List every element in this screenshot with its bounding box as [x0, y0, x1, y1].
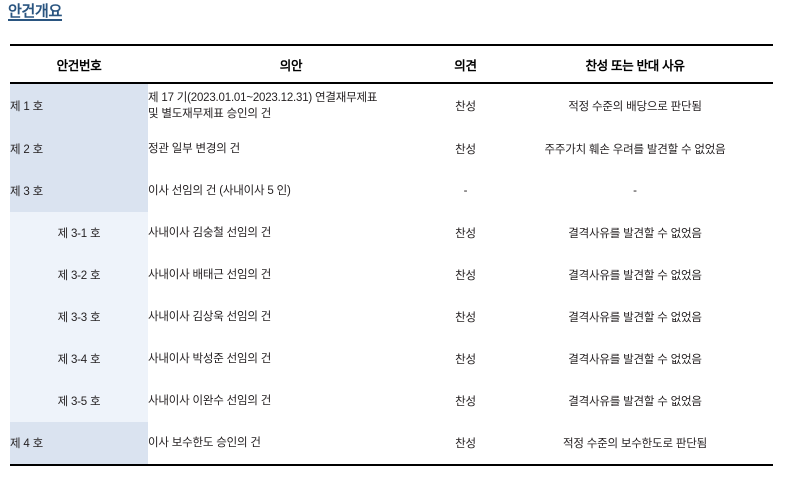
cell-reason: 결격사유를 발견할 수 없었음 [497, 254, 773, 296]
cell-agenda-number: 제 1 호 [10, 83, 148, 128]
table-row: 제 3-5 호 사내이사 이완수 선임의 건 찬성 결격사유를 발견할 수 없었음 [10, 380, 773, 422]
cell-agenda-number: 제 3-4 호 [10, 338, 148, 380]
cell-agenda-number: 제 3-5 호 [10, 380, 148, 422]
cell-reason: 결격사유를 발견할 수 없었음 [497, 380, 773, 422]
cell-reason: 결격사유를 발견할 수 없었음 [497, 212, 773, 254]
table-header: 안건번호 의안 의견 찬성 또는 반대 사유 [10, 44, 773, 84]
cell-agenda-number: 제 4 호 [10, 422, 148, 466]
cell-item-line-2: 및 별도재무제표 승인의 건 [148, 108, 272, 120]
cell-item: 이사 선임의 건 (사내이사 5 인) [148, 170, 434, 212]
cell-opinion: 찬성 [434, 422, 497, 466]
cell-item: 이사 보수한도 승인의 건 [148, 422, 434, 466]
table-row: 제 4 호 이사 보수한도 승인의 건 찬성 적정 수준의 보수한도로 판단됨 [10, 422, 773, 466]
cell-item-line-1: 제 17 기(2023.01.01~2023.12.31) 연결재무제표 [148, 92, 378, 104]
column-header-opinion: 의견 [434, 44, 497, 84]
cell-item: 정관 일부 변경의 건 [148, 128, 434, 170]
cell-opinion: 찬성 [434, 128, 497, 170]
cell-opinion: 찬성 [434, 338, 497, 380]
cell-opinion: 찬성 [434, 83, 497, 128]
cell-agenda-number: 제 3-3 호 [10, 296, 148, 338]
cell-opinion: - [434, 170, 497, 212]
cell-opinion: 찬성 [434, 254, 497, 296]
cell-item: 사내이사 배태근 선임의 건 [148, 254, 434, 296]
cell-agenda-number: 제 3-2 호 [10, 254, 148, 296]
cell-reason: 적정 수준의 배당으로 판단됨 [497, 83, 773, 128]
cell-agenda-number: 제 3-1 호 [10, 212, 148, 254]
table-row: 제 3-2 호 사내이사 배태근 선임의 건 찬성 결격사유를 발견할 수 없었음 [10, 254, 773, 296]
cell-item: 사내이사 이완수 선임의 건 [148, 380, 434, 422]
column-header-item: 의안 [148, 44, 434, 84]
cell-agenda-number: 제 2 호 [10, 128, 148, 170]
column-header-agenda-number: 안건번호 [10, 44, 148, 84]
table-row: 제 3 호 이사 선임의 건 (사내이사 5 인) - - [10, 170, 773, 212]
table-row: 제 3-4 호 사내이사 박성준 선임의 건 찬성 결격사유를 발견할 수 없었음 [10, 338, 773, 380]
cell-reason: 결격사유를 발견할 수 없었음 [497, 296, 773, 338]
cell-opinion: 찬성 [434, 380, 497, 422]
cell-reason: - [497, 170, 773, 212]
table-row: 제 2 호 정관 일부 변경의 건 찬성 주주가치 훼손 우려를 발견할 수 없었음 [10, 128, 773, 170]
cell-item: 사내이사 박성준 선임의 건 [148, 338, 434, 380]
cell-reason: 결격사유를 발견할 수 없었음 [497, 338, 773, 380]
cell-reason: 주주가치 훼손 우려를 발견할 수 없었음 [497, 128, 773, 170]
cell-item: 사내이사 김상욱 선임의 건 [148, 296, 434, 338]
table-header-row: 안건번호 의안 의견 찬성 또는 반대 사유 [10, 44, 773, 84]
table-row: 제 3-3 호 사내이사 김상욱 선임의 건 찬성 결격사유를 발견할 수 없었음 [10, 296, 773, 338]
cell-item: 사내이사 김숭철 선임의 건 [148, 212, 434, 254]
cell-reason: 적정 수준의 보수한도로 판단됨 [497, 422, 773, 466]
cell-opinion: 찬성 [434, 212, 497, 254]
cell-opinion: 찬성 [434, 296, 497, 338]
column-header-reason: 찬성 또는 반대 사유 [497, 44, 773, 84]
cell-agenda-number: 제 3 호 [10, 170, 148, 212]
table-row: 제 3-1 호 사내이사 김숭철 선임의 건 찬성 결격사유를 발견할 수 없었음 [10, 212, 773, 254]
page-title: 안건개요 [8, 3, 63, 20]
